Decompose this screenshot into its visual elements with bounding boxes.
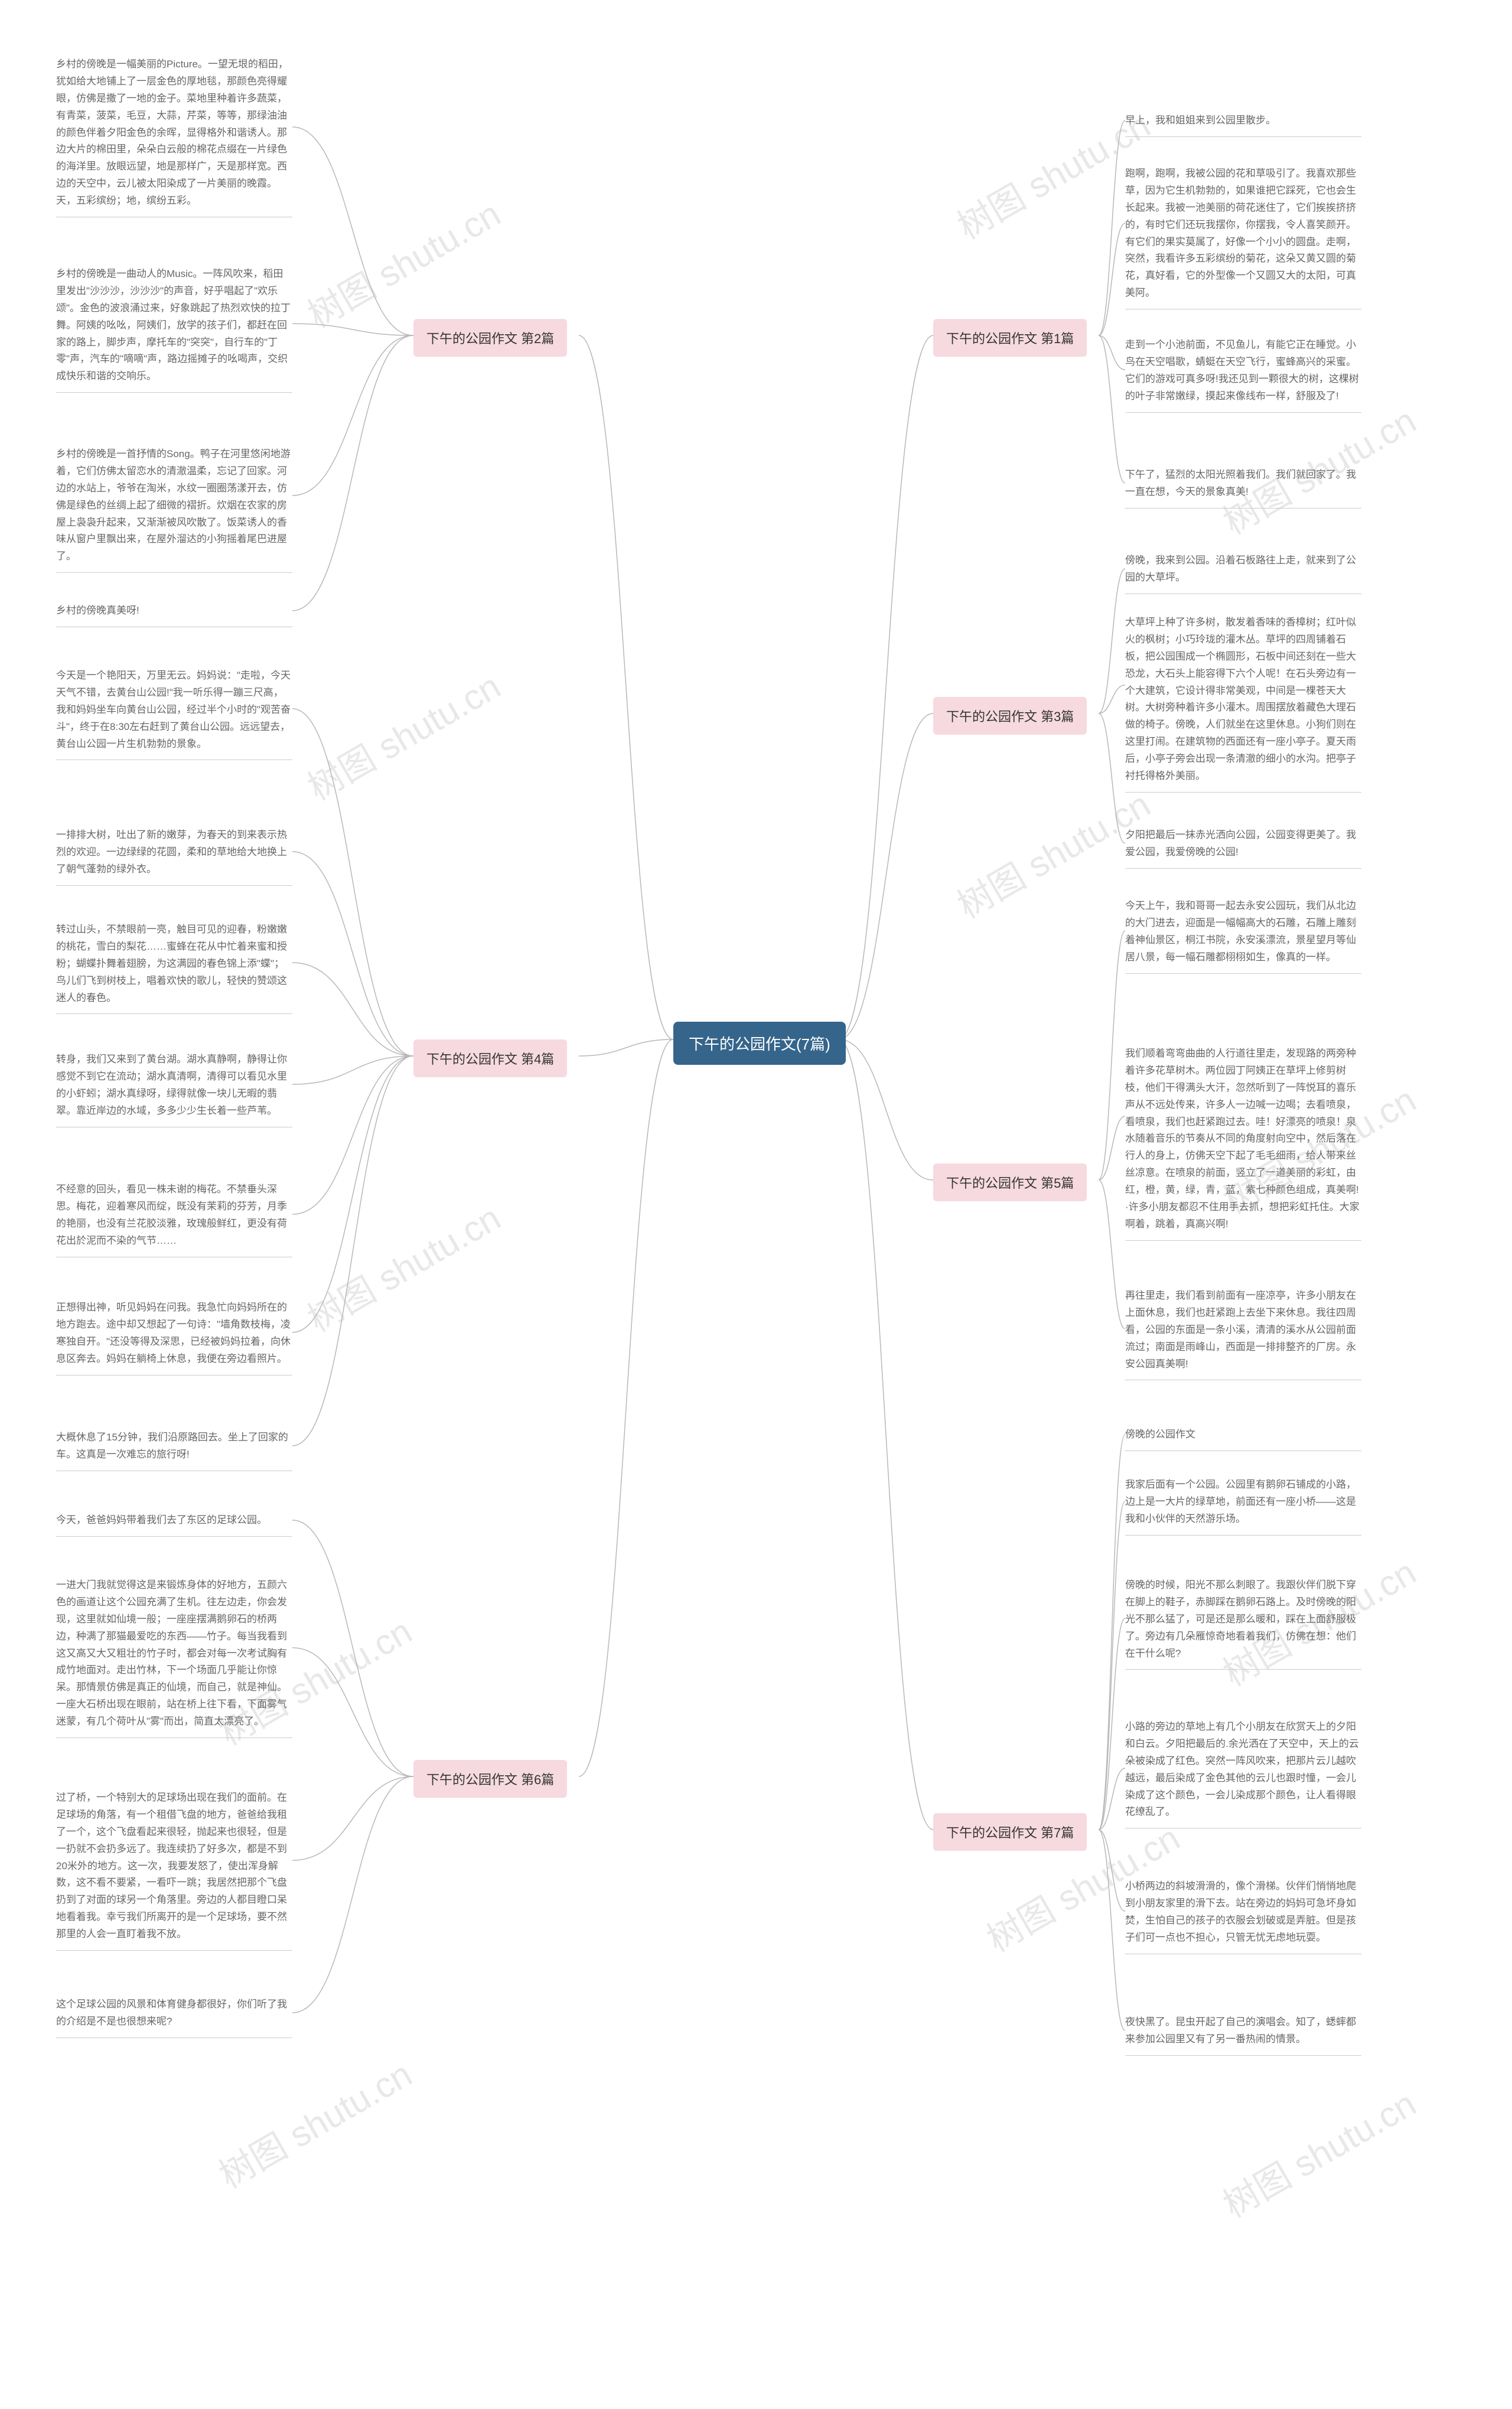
- center-label: 下午的公园作文(7篇): [689, 1035, 830, 1053]
- para-node: 我家后面有一个公园。公园里有鹅卵石铺成的小路，边上是一大片的绿草地，前面还有一座…: [1125, 1476, 1361, 1536]
- para-node: 大概休息了15分钟，我们沿原路回去。坐上了回家的车。这真是一次难忘的旅行呀!: [56, 1429, 292, 1471]
- para-node: 小桥两边的斜坡滑滑的，像个滑梯。伙伴们悄悄地爬到小朋友家里的滑下去。站在旁边的妈…: [1125, 1878, 1361, 1954]
- para-node: 乡村的傍晚是一幅美丽的Picture。一望无垠的稻田，犹如给大地铺上了一层金色的…: [56, 56, 292, 217]
- essay-node-7: 下午的公园作文 第7篇: [933, 1813, 1087, 1851]
- para-node: 傍晚的公园作文: [1125, 1426, 1361, 1451]
- essay-node-2: 下午的公园作文 第2篇: [413, 319, 567, 357]
- para-node: 夕阳把最后一抹赤光洒向公园，公园变得更美了。我爱公园，我爱傍晚的公园!: [1125, 827, 1361, 869]
- para-node: 夜快黑了。昆虫开起了自己的演唱会。知了，蟋蟀都来参加公园里又有了另一番热闹的情景…: [1125, 2014, 1361, 2056]
- para-node: 下午了，猛烈的太阳光照着我们。我们就回家了。我一直在想，今天的景象真美!: [1125, 467, 1361, 508]
- watermark: 树图 shutu.cn: [208, 2046, 420, 2198]
- para-node: 走到一个小池前面，不见鱼儿，有能它正在睡觉。小鸟在天空唱歌，蜻蜓在天空飞行，蜜蜂…: [1125, 337, 1361, 413]
- para-node: 不经意的回头，看见一株未谢的梅花。不禁垂头深思。梅花，迎着寒风而绽，既没有茉莉的…: [56, 1181, 292, 1257]
- para-node: 傍晚，我来到公园。沿着石板路往上走，就来到了公园的大草坪。: [1125, 552, 1361, 594]
- para-node: 正想得出神，听见妈妈在问我。我急忙向妈妈所在的地方跑去。途中却又想起了一句诗："…: [56, 1299, 292, 1375]
- para-node: 早上，我和姐姐来到公园里散步。: [1125, 112, 1361, 137]
- essay-label: 下午的公园作文 第7篇: [946, 1826, 1074, 1840]
- essay-node-3: 下午的公园作文 第3篇: [933, 697, 1087, 735]
- para-node: 这个足球公园的风景和体育健身都很好，你们听了我的介绍是不是也很想来呢?: [56, 1996, 292, 2038]
- para-node: 今天上午，我和哥哥一起去永安公园玩，我们从北边的大门进去，迎面是一幅幅高大的石雕…: [1125, 898, 1361, 974]
- watermark: 树图 shutu.cn: [1213, 2076, 1424, 2228]
- essay-label: 下午的公园作文 第3篇: [946, 709, 1074, 724]
- center-node: 下午的公园作文(7篇): [673, 1022, 846, 1065]
- para-node: 一进大门我就觉得这是来锻炼身体的好地方，五颜六色的画道让这个公园充满了生机。往左…: [56, 1577, 292, 1738]
- para-node: 乡村的傍晚是一首抒情的Song。鸭子在河里悠闲地游着，它们仿佛太留恋水的清澈温柔…: [56, 446, 292, 573]
- para-node: 转身，我们又来到了黄台湖。湖水真静啊，静得让你感觉不到它在流动；湖水真清啊，清得…: [56, 1051, 292, 1127]
- watermark: 树图 shutu.cn: [297, 186, 509, 338]
- para-node: 今天，爸爸妈妈带着我们去了东区的足球公园。: [56, 1512, 292, 1537]
- para-node: 跑啊，跑啊，我被公园的花和草吸引了。我喜欢那些草，因为它生机勃勃的，如果谁把它踩…: [1125, 165, 1361, 309]
- essay-node-1: 下午的公园作文 第1篇: [933, 319, 1087, 357]
- watermark: 树图 shutu.cn: [297, 1190, 509, 1342]
- para-node: 一排排大树，吐出了新的嫩芽，为春天的到来表示热烈的欢迎。一边绿绿的花圆，柔和的草…: [56, 827, 292, 886]
- essay-label: 下午的公园作文 第1篇: [946, 331, 1074, 346]
- para-node: 过了桥，一个特别大的足球场出现在我们的面前。在足球场的角落，有一个租借飞盘的地方…: [56, 1789, 292, 1951]
- essay-label: 下午的公园作文 第5篇: [946, 1176, 1074, 1191]
- para-node: 今天是一个艳阳天，万里无云。妈妈说："走啦，今天天气不错，去黄台山公园!"我一听…: [56, 667, 292, 760]
- para-node: 傍晚的时候，阳光不那么刺眼了。我跟伙伴们脱下穿在脚上的鞋子，赤脚踩在鹅卵石路上。…: [1125, 1577, 1361, 1670]
- para-node: 乡村的傍晚真美呀!: [56, 602, 292, 627]
- essay-label: 下午的公园作文 第6篇: [426, 1772, 554, 1787]
- essay-node-6: 下午的公园作文 第6篇: [413, 1760, 567, 1798]
- para-node: 乡村的傍晚是一曲动人的Music。一阵风吹来，稻田里发出"沙沙沙，沙沙沙"的声音…: [56, 266, 292, 393]
- essay-label: 下午的公园作文 第4篇: [426, 1052, 554, 1067]
- para-node: 再往里走，我们看到前面有一座凉亭，许多小朋友在上面休息，我们也赶紧跑上去坐下来休…: [1125, 1287, 1361, 1380]
- essay-node-4: 下午的公园作文 第4篇: [413, 1039, 567, 1077]
- para-node: 转过山头，不禁眼前一亮，触目可见的迎春，粉嫩嫩的桃花，雪白的梨花……蜜蜂在花从中…: [56, 921, 292, 1014]
- para-node: 我们顺着弯弯曲曲的人行道往里走，发现路的两旁种着许多花草树木。两位园丁阿姨正在草…: [1125, 1045, 1361, 1241]
- para-node: 小路的旁边的草地上有几个小朋友在欣赏天上的夕阳和白云。夕阳把最后的.余光洒在了天…: [1125, 1719, 1361, 1828]
- essay-label: 下午的公园作文 第2篇: [426, 331, 554, 346]
- essay-node-5: 下午的公园作文 第5篇: [933, 1163, 1087, 1201]
- para-node: 大草坪上种了许多树，散发着香味的香樟树；红叶似火的枫树；小巧玲珑的灌木丛。草坪的…: [1125, 614, 1361, 793]
- watermark: 树图 shutu.cn: [297, 659, 509, 810]
